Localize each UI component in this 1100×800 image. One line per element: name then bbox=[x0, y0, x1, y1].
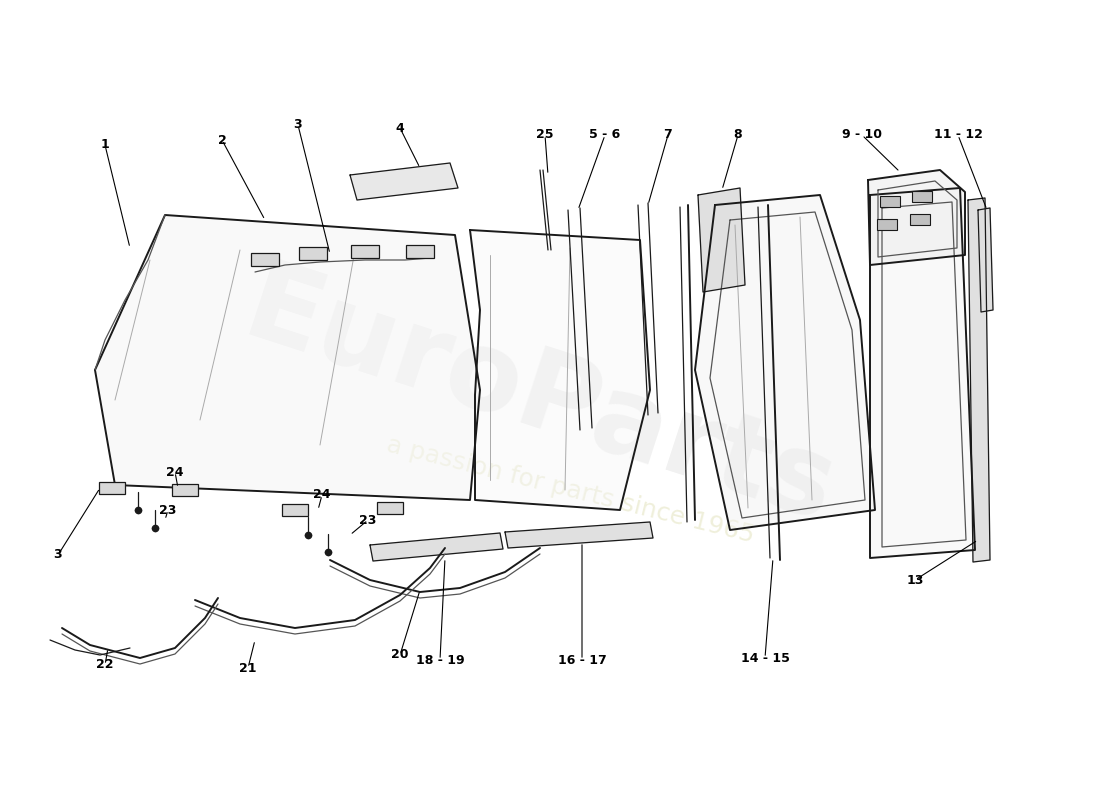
Bar bbox=[910, 214, 930, 225]
Polygon shape bbox=[870, 188, 975, 558]
Bar bbox=[251, 253, 279, 266]
Text: 8: 8 bbox=[734, 129, 742, 142]
Text: 3: 3 bbox=[294, 118, 302, 131]
Polygon shape bbox=[978, 208, 993, 312]
Text: 13: 13 bbox=[906, 574, 924, 586]
Text: 24: 24 bbox=[166, 466, 184, 478]
Bar bbox=[406, 245, 434, 258]
Polygon shape bbox=[868, 170, 965, 265]
Bar bbox=[351, 245, 380, 258]
Text: 21: 21 bbox=[240, 662, 256, 674]
Bar bbox=[377, 502, 403, 514]
Text: 16 - 17: 16 - 17 bbox=[558, 654, 606, 666]
Text: 25: 25 bbox=[537, 129, 553, 142]
Bar bbox=[172, 484, 198, 496]
Text: 9 - 10: 9 - 10 bbox=[842, 129, 882, 142]
Bar bbox=[282, 504, 308, 516]
Text: 7: 7 bbox=[663, 129, 672, 142]
Bar bbox=[877, 219, 896, 230]
Bar bbox=[99, 482, 125, 494]
Text: 23: 23 bbox=[160, 503, 177, 517]
Text: 18 - 19: 18 - 19 bbox=[416, 654, 464, 666]
Polygon shape bbox=[695, 195, 875, 530]
Text: 20: 20 bbox=[392, 649, 409, 662]
Polygon shape bbox=[370, 533, 503, 561]
Polygon shape bbox=[698, 188, 745, 292]
Polygon shape bbox=[968, 198, 990, 562]
Text: 11 - 12: 11 - 12 bbox=[934, 129, 982, 142]
Bar bbox=[912, 191, 932, 202]
Bar bbox=[299, 247, 327, 260]
Polygon shape bbox=[350, 163, 458, 200]
Text: 4: 4 bbox=[396, 122, 405, 134]
Text: 3: 3 bbox=[54, 549, 63, 562]
Text: 5 - 6: 5 - 6 bbox=[590, 129, 620, 142]
Text: EuroParts: EuroParts bbox=[232, 254, 848, 546]
Bar bbox=[880, 196, 900, 207]
Text: a passion for parts since 1965: a passion for parts since 1965 bbox=[384, 433, 757, 547]
Text: 23: 23 bbox=[360, 514, 376, 526]
Text: 1: 1 bbox=[100, 138, 109, 151]
Polygon shape bbox=[505, 522, 653, 548]
Polygon shape bbox=[95, 215, 480, 500]
Text: 2: 2 bbox=[218, 134, 227, 146]
Text: 22: 22 bbox=[97, 658, 113, 671]
Text: 14 - 15: 14 - 15 bbox=[740, 651, 790, 665]
Text: 24: 24 bbox=[314, 489, 331, 502]
Polygon shape bbox=[470, 230, 650, 510]
